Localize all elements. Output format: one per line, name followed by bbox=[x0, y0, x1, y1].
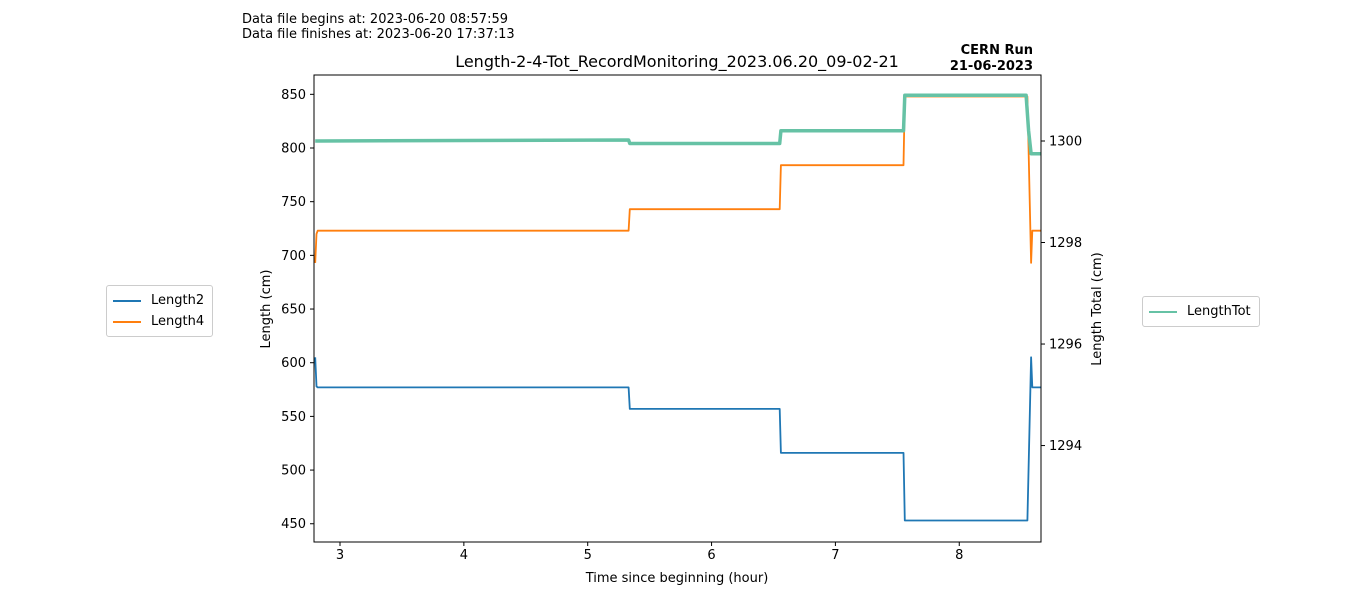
x-tick-label: 4 bbox=[460, 548, 468, 563]
y-tick-label: 600 bbox=[281, 356, 306, 371]
chart-title: Length-2-4-Tot_RecordMonitoring_2023.06.… bbox=[455, 52, 899, 72]
run-label-line1: CERN Run bbox=[961, 43, 1033, 58]
legend-swatch bbox=[113, 320, 141, 323]
y2-tick-label: 1294 bbox=[1049, 439, 1082, 454]
data-finishes-text: Data file finishes at: 2023-06-20 17:37:… bbox=[242, 27, 515, 42]
series-line-length2 bbox=[314, 356, 1041, 522]
legend-item-length2: Length2 bbox=[113, 290, 204, 311]
legend-label: Length4 bbox=[151, 314, 205, 329]
plot-frame bbox=[313, 74, 1042, 543]
legend-label: Length2 bbox=[151, 293, 205, 308]
x-tick-label: 8 bbox=[955, 548, 963, 563]
legend-item-length4: Length4 bbox=[113, 311, 204, 332]
series-layer bbox=[314, 93, 1041, 522]
y-tick-label: 650 bbox=[281, 303, 306, 318]
y-tick-label: 850 bbox=[281, 88, 306, 103]
series-line-length4 bbox=[314, 95, 1041, 264]
legend-left: Length2 Length4 bbox=[106, 285, 214, 337]
y-tick-label: 750 bbox=[281, 195, 306, 210]
y2-tick-label: 1300 bbox=[1049, 134, 1082, 149]
legend-item-lengthtot: LengthTot bbox=[1149, 301, 1251, 322]
x-tick-label: 3 bbox=[336, 548, 344, 563]
legend-right: LengthTot bbox=[1142, 296, 1260, 327]
y2-tick-label: 1296 bbox=[1049, 338, 1082, 353]
y-tick-label: 800 bbox=[281, 142, 306, 157]
legend-label: LengthTot bbox=[1187, 304, 1251, 319]
y-tick-label: 700 bbox=[281, 249, 306, 264]
x-tick-label: 7 bbox=[831, 548, 839, 563]
y2-tick-label: 1298 bbox=[1049, 236, 1082, 251]
y-tick-label: 450 bbox=[281, 517, 306, 532]
y-tick-label: 550 bbox=[281, 410, 306, 425]
y2-axis-label: Length Total (cm) bbox=[1090, 252, 1105, 365]
axis-layer: 3 4 5 6 7 8 450 500 550 600 650 700 750 800 850 1294 129… bbox=[281, 88, 1082, 563]
y-tick-label: 500 bbox=[281, 464, 306, 479]
x-tick-label: 6 bbox=[707, 548, 715, 563]
legend-swatch bbox=[113, 299, 141, 302]
legend-swatch bbox=[1149, 310, 1177, 313]
run-label-line2: 21-06-2023 bbox=[950, 59, 1033, 74]
y-axis-label: Length (cm) bbox=[259, 270, 274, 349]
x-tick-label: 5 bbox=[584, 548, 592, 563]
x-axis-label: Time since beginning (hour) bbox=[585, 571, 769, 586]
data-begins-text: Data file begins at: 2023-06-20 08:57:59 bbox=[242, 12, 509, 27]
series-line-lengthtot bbox=[315, 93, 1041, 156]
